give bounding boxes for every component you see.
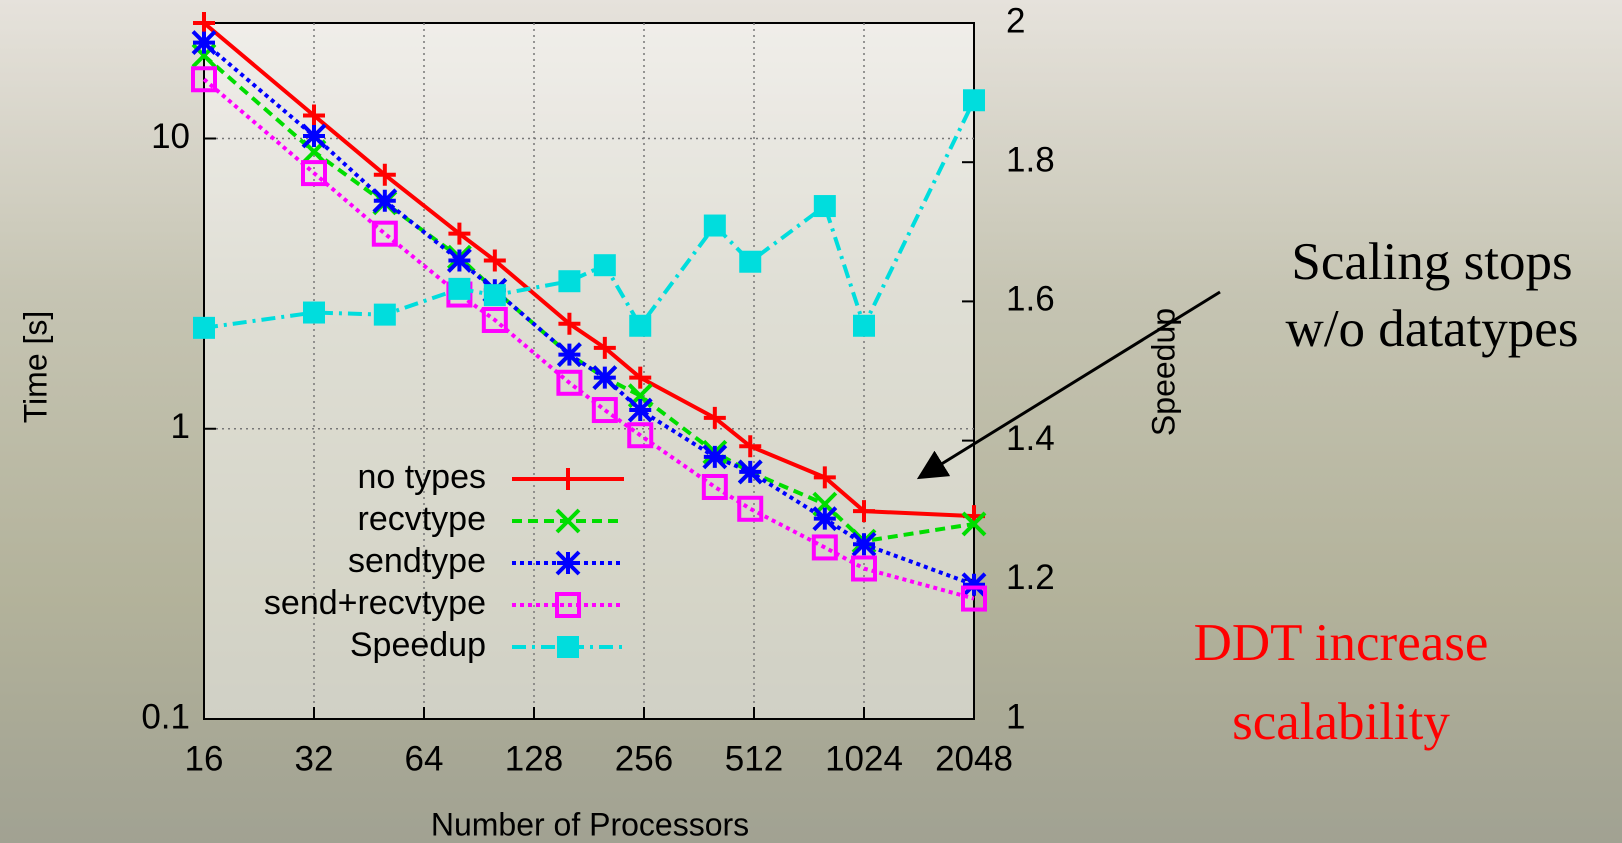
x-tick-label: 32	[295, 739, 334, 778]
data-point	[739, 250, 762, 273]
data-point	[558, 312, 581, 335]
data-point	[448, 222, 471, 245]
x-tick-label: 64	[405, 739, 444, 778]
data-point	[483, 284, 506, 307]
data-point	[593, 336, 616, 359]
data-point	[961, 511, 987, 537]
data-point	[811, 534, 838, 561]
y-tick-label: 1	[171, 407, 190, 446]
x-tick-label: 512	[725, 739, 783, 778]
annotation: w/o datatypes	[1286, 300, 1579, 358]
data-point	[303, 301, 325, 324]
data-point	[737, 495, 764, 522]
data-point	[301, 160, 327, 187]
legend-label: recvtype	[358, 500, 487, 538]
data-point	[556, 369, 583, 396]
legend-marker	[555, 508, 581, 534]
data-point	[373, 163, 396, 186]
y-tick-label: 10	[151, 117, 190, 156]
legend-label: Speedup	[350, 626, 486, 664]
data-point	[372, 188, 398, 214]
y2-axis-title: Speedup	[1145, 308, 1181, 436]
y-axis-title: Time [s]	[17, 311, 53, 424]
y-tick-label: 0.1	[141, 697, 190, 736]
data-point	[481, 306, 508, 333]
data-point	[591, 397, 618, 424]
data-point	[373, 303, 396, 326]
data-point	[303, 104, 325, 127]
data-point	[627, 397, 653, 423]
data-point	[629, 366, 652, 389]
y2-tick-label: 1	[1006, 697, 1025, 736]
data-point	[961, 572, 987, 598]
x-tick-label: 1024	[825, 739, 903, 778]
data-point	[813, 466, 836, 489]
legend-label: no types	[357, 458, 486, 496]
data-point	[702, 444, 728, 470]
legend-label: sendtype	[348, 542, 486, 580]
data-point	[963, 89, 985, 112]
data-point	[191, 66, 217, 93]
y2-tick-label: 1.4	[1006, 419, 1055, 458]
data-point	[483, 249, 506, 272]
annotation-arrow	[916, 290, 1221, 480]
legend-marker	[557, 636, 579, 658]
data-point	[193, 316, 215, 339]
data-point	[853, 500, 875, 523]
data-point	[703, 406, 726, 429]
data-point	[371, 220, 398, 247]
data-point	[448, 277, 471, 300]
data-point	[446, 248, 472, 273]
data-point	[593, 254, 616, 277]
x-axis-title: Number of Processors	[431, 806, 749, 842]
data-point	[558, 270, 581, 293]
data-point	[701, 473, 728, 500]
y2-tick-label: 1.6	[1006, 280, 1055, 319]
data-point	[961, 585, 987, 612]
x-tick-label: 16	[185, 739, 224, 778]
y2-tick-label: 2	[1006, 1, 1025, 40]
legend-label: send+recvtype	[264, 584, 486, 622]
annotation: scalability	[1232, 693, 1450, 751]
y2-tick-label: 1.2	[1006, 558, 1055, 597]
data-point	[627, 422, 654, 449]
series-line	[202, 77, 975, 601]
data-point	[703, 214, 726, 237]
data-point	[592, 365, 618, 391]
x-tick-label: 256	[615, 739, 673, 778]
legend-marker	[555, 550, 581, 576]
data-point	[737, 459, 763, 485]
annotation: Scaling stops	[1291, 233, 1572, 291]
data-point	[813, 195, 836, 218]
x-tick-label: 128	[505, 739, 563, 778]
data-point	[851, 555, 877, 582]
data-point	[812, 506, 838, 532]
annotation: DDT increase	[1194, 614, 1489, 672]
x-tick-label: 2048	[935, 739, 1013, 778]
legend-marker	[557, 468, 579, 490]
data-point	[629, 314, 652, 337]
data-point	[191, 30, 217, 56]
data-point	[193, 12, 215, 34]
data-point	[301, 123, 327, 149]
y2-tick-label: 1.8	[1006, 140, 1055, 179]
data-point	[556, 342, 582, 368]
data-point	[739, 435, 762, 458]
legend-marker	[555, 592, 581, 618]
data-point	[853, 314, 875, 337]
data-point	[851, 531, 877, 557]
